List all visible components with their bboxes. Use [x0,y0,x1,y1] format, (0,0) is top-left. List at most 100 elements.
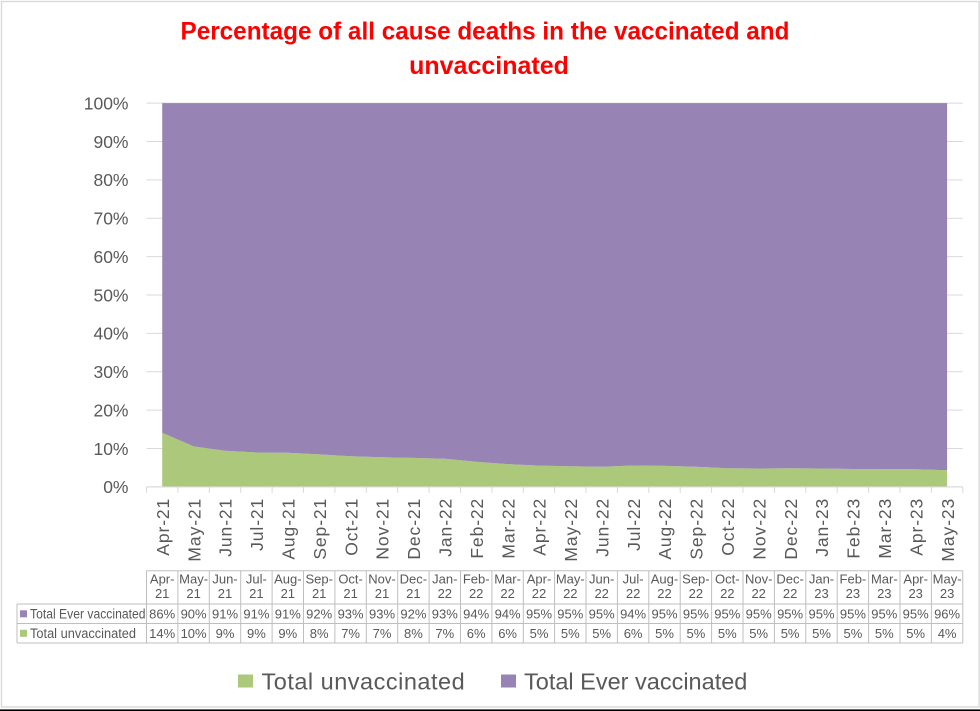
svg-text:93%: 93% [369,606,395,621]
svg-text:Aug-22: Aug-22 [655,498,675,560]
svg-text:May-: May- [556,572,585,587]
svg-text:8%: 8% [404,626,423,641]
svg-text:Mar-22: Mar-22 [498,498,518,559]
svg-text:Jul-: Jul- [623,572,644,587]
svg-text:Dec-21: Dec-21 [404,498,424,560]
svg-text:95%: 95% [777,606,803,621]
svg-text:Total Ever vaccinated: Total Ever vaccinated [30,606,146,621]
svg-text:5%: 5% [561,626,580,641]
svg-text:Total unvaccinated: Total unvaccinated [262,669,466,695]
svg-text:Oct-21: Oct-21 [341,498,361,556]
svg-text:21: 21 [375,586,389,601]
svg-text:Total unvaccinated: Total unvaccinated [30,626,136,641]
svg-text:95%: 95% [714,606,740,621]
svg-text:Oct-22: Oct-22 [718,498,738,556]
svg-text:100%: 100% [84,93,129,113]
svg-text:22: 22 [626,586,640,601]
svg-text:95%: 95% [840,606,866,621]
svg-text:Jan-: Jan- [432,572,457,587]
svg-text:Oct-: Oct- [715,572,740,587]
svg-text:Sep-: Sep- [305,572,332,587]
svg-text:91%: 91% [212,606,238,621]
svg-text:May-: May- [933,572,962,587]
svg-text:21: 21 [218,586,232,601]
svg-text:95%: 95% [903,606,929,621]
svg-text:94%: 94% [495,606,521,621]
svg-text:90%: 90% [181,606,207,621]
svg-text:95%: 95% [683,606,709,621]
svg-text:22: 22 [657,586,671,601]
svg-text:Jul-22: Jul-22 [624,498,644,551]
svg-text:Jul-21: Jul-21 [247,498,267,551]
svg-text:9%: 9% [216,626,235,641]
svg-text:86%: 86% [149,606,175,621]
svg-text:Apr-: Apr- [150,572,175,587]
svg-text:Total Ever vaccinated: Total Ever vaccinated [524,669,747,695]
svg-text:8%: 8% [310,626,329,641]
svg-text:23: 23 [908,586,922,601]
svg-text:5%: 5% [687,626,706,641]
svg-text:Dec-: Dec- [400,572,427,587]
svg-text:Feb-23: Feb-23 [844,498,864,559]
svg-text:21: 21 [249,586,263,601]
svg-text:6%: 6% [498,626,517,641]
svg-text:Dec-: Dec- [776,572,803,587]
svg-text:May-: May- [179,572,208,587]
svg-text:30%: 30% [93,362,128,382]
svg-text:22: 22 [751,586,765,601]
svg-text:14%: 14% [149,626,175,641]
svg-text:95%: 95% [557,606,583,621]
svg-text:60%: 60% [93,247,128,267]
svg-text:Sep-: Sep- [682,572,709,587]
svg-text:93%: 93% [432,606,458,621]
svg-text:Sep-22: Sep-22 [687,498,707,560]
svg-text:95%: 95% [746,606,772,621]
svg-text:95%: 95% [651,606,677,621]
svg-text:5%: 5% [592,626,611,641]
svg-text:Apr-: Apr- [527,572,552,587]
svg-text:7%: 7% [373,626,392,641]
svg-text:Jan-22: Jan-22 [436,498,456,557]
svg-text:23: 23 [846,586,860,601]
svg-text:5%: 5% [812,626,831,641]
svg-text:Dec-22: Dec-22 [781,498,801,560]
svg-text:5%: 5% [781,626,800,641]
svg-text:22: 22 [532,586,546,601]
svg-text:20%: 20% [93,400,128,420]
svg-text:91%: 91% [275,606,301,621]
svg-text:5%: 5% [530,626,549,641]
svg-text:90%: 90% [93,132,128,152]
svg-text:5%: 5% [875,626,894,641]
svg-text:Jun-21: Jun-21 [216,498,236,557]
svg-text:9%: 9% [278,626,297,641]
svg-text:unvaccinated: unvaccinated [409,52,569,80]
svg-text:Feb-: Feb- [463,572,490,587]
svg-text:Nov-22: Nov-22 [749,498,769,560]
svg-text:22: 22 [689,586,703,601]
svg-text:10%: 10% [93,439,128,459]
svg-text:Feb-22: Feb-22 [467,498,487,559]
svg-text:7%: 7% [341,626,360,641]
svg-text:91%: 91% [243,606,269,621]
svg-text:Jul-: Jul- [246,572,267,587]
svg-text:May-23: May-23 [938,498,958,562]
svg-text:Mar-: Mar- [494,572,521,587]
svg-text:95%: 95% [808,606,834,621]
svg-text:92%: 92% [400,606,426,621]
svg-text:21: 21 [406,586,420,601]
svg-text:Nov-21: Nov-21 [373,498,393,560]
svg-text:22: 22 [469,586,483,601]
svg-text:92%: 92% [306,606,332,621]
svg-text:5%: 5% [749,626,768,641]
svg-text:Nov-: Nov- [368,572,395,587]
svg-text:95%: 95% [871,606,897,621]
svg-text:Aug-21: Aug-21 [279,498,299,560]
svg-text:23: 23 [877,586,891,601]
svg-text:Jun-: Jun- [212,572,237,587]
svg-text:23: 23 [940,586,954,601]
svg-text:21: 21 [312,586,326,601]
svg-text:May-21: May-21 [184,498,204,562]
svg-text:10%: 10% [181,626,207,641]
svg-text:94%: 94% [463,606,489,621]
svg-text:5%: 5% [655,626,674,641]
